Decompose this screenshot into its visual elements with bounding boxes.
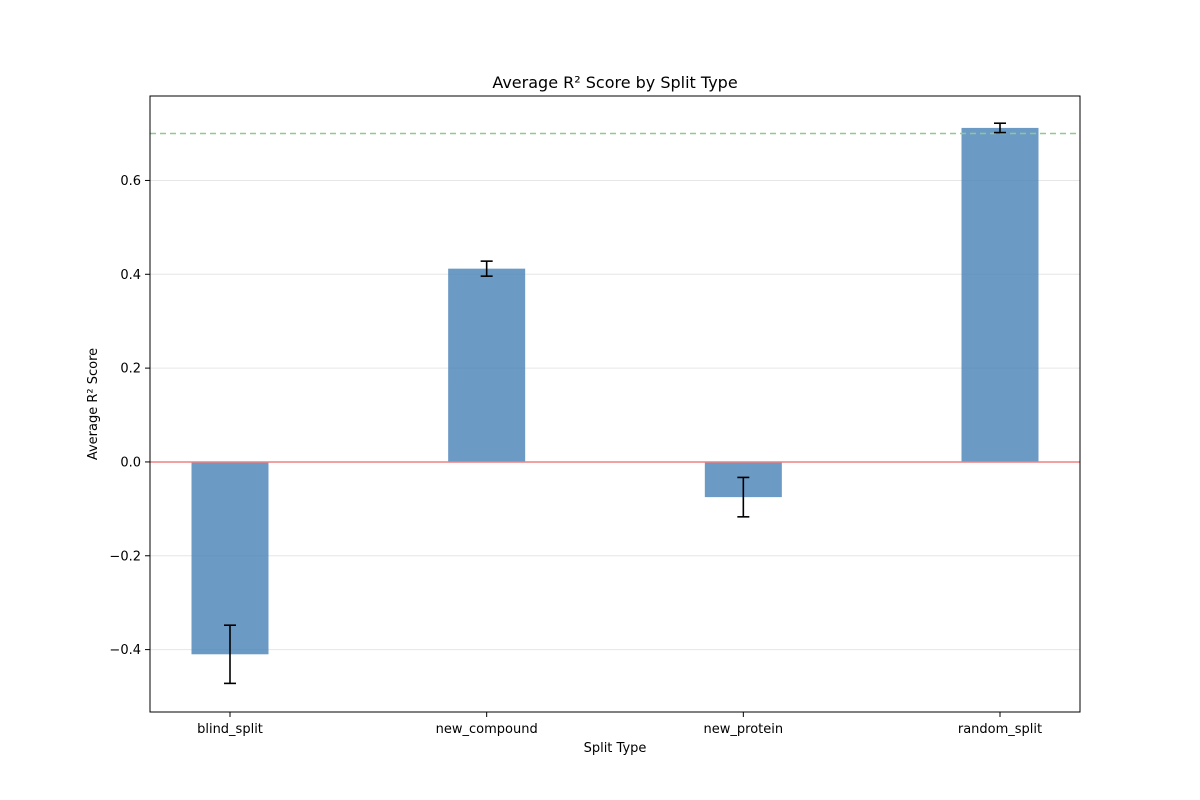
x-tick-label: new_compound	[436, 722, 538, 737]
y-tick-label: 0.0	[120, 455, 141, 470]
y-tick-label: 0.4	[120, 268, 141, 283]
x-axis-label: Split Type	[584, 741, 647, 756]
bar-layer	[191, 127, 1039, 655]
x-tick-label: blind_split	[197, 722, 263, 737]
y-tick-label: −0.4	[109, 643, 141, 658]
y-tick-label: −0.2	[109, 549, 141, 564]
grid-layer	[150, 179, 1080, 651]
y-tick-label: 0.6	[120, 174, 141, 189]
y-tick-label: 0.2	[120, 362, 141, 377]
bar-new_compound	[448, 268, 526, 462]
bar-blind_split	[191, 461, 269, 655]
y-axis-ticks: −0.4 −0.2 0.0 0.2 0.4 0.6	[109, 174, 150, 658]
error-bars	[224, 122, 1006, 685]
plot-area-frame	[149, 95, 1081, 713]
reference-lines	[150, 132, 1080, 463]
x-tick-label: new_protein	[704, 722, 784, 737]
y-axis-label: Average R² Score	[86, 348, 101, 460]
x-tick-label: random_split	[958, 722, 1042, 737]
chart-title: Average R² Score by Split Type	[492, 73, 737, 92]
bar-random_split	[961, 127, 1039, 462]
x-axis-ticks: blind_split new_compound new_protein random…	[197, 712, 1042, 737]
